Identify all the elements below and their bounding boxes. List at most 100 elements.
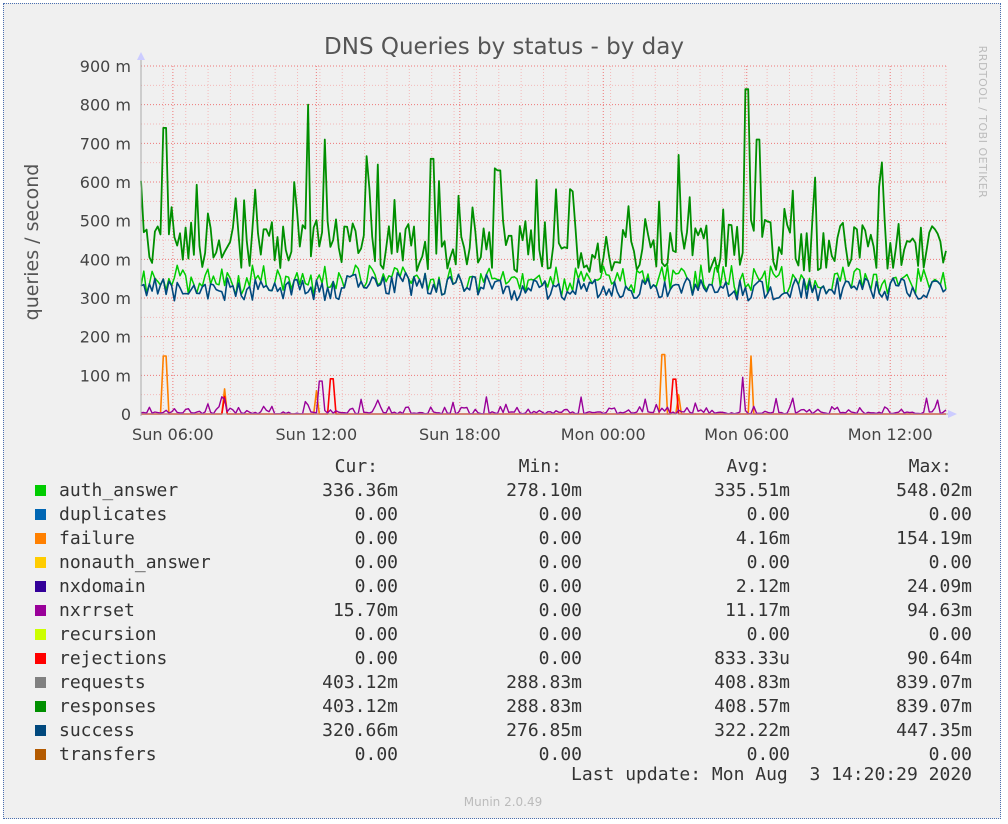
- legend-value: 15.70m: [333, 600, 398, 621]
- legend-value: 0.00: [929, 552, 972, 573]
- legend-value: 0.00: [539, 624, 582, 645]
- legend-series-name: nxrrset: [59, 600, 135, 621]
- legend-value: 0.00: [355, 744, 398, 765]
- legend-value: 0.00: [929, 624, 972, 645]
- legend-value: 0.00: [747, 552, 790, 573]
- legend-value: 839.07m: [896, 696, 972, 717]
- x-tick-label: Sun 12:00: [276, 425, 358, 444]
- legend-series-name: failure: [59, 528, 135, 549]
- legend-series-name: nonauth_answer: [59, 552, 211, 573]
- legend-value: 288.83m: [506, 672, 582, 693]
- legend-value: 154.19m: [896, 528, 972, 549]
- x-tick-label: Mon 12:00: [848, 425, 933, 444]
- legend-value: 0.00: [539, 576, 582, 597]
- munin-version-footer: Munin 2.0.49: [464, 795, 543, 809]
- y-axis-label: queries / second: [21, 164, 43, 321]
- series-line-responses: [140, 88, 947, 273]
- legend-swatch-nonauth_answer: [35, 557, 46, 568]
- legend-value: 335.51m: [714, 480, 790, 501]
- y-tick-label: 200 m: [80, 328, 131, 347]
- legend-swatch-responses: [35, 701, 46, 712]
- legend-value: 2.12m: [736, 576, 790, 597]
- legend-series-name: auth_answer: [59, 480, 178, 501]
- legend-value: 0.00: [539, 552, 582, 573]
- legend-value: 320.66m: [322, 720, 398, 741]
- legend-series-name: responses: [59, 696, 157, 717]
- legend-series-name: rejections: [59, 648, 167, 669]
- legend-value: 0.00: [539, 744, 582, 765]
- legend-value: 336.36m: [322, 480, 398, 501]
- legend-header: Max:: [909, 456, 952, 477]
- munin-graph-frame: DNS Queries by status - by day queries /…: [3, 3, 1001, 819]
- legend-series-name: requests: [59, 672, 146, 693]
- legend-value: 24.09m: [907, 576, 972, 597]
- x-axis-ticks: Sun 06:00 Sun 12:00 Sun 18:00 Mon 00:00 Mon …: [132, 425, 933, 444]
- x-tick-label: Mon 00:00: [561, 425, 646, 444]
- y-tick-label: 100 m: [80, 366, 131, 385]
- x-tick-label: Sun 18:00: [419, 425, 501, 444]
- legend-series-name: recursion: [59, 624, 157, 645]
- legend-value: 0.00: [929, 744, 972, 765]
- dns-queries-chart: DNS Queries by status - by day queries /…: [21, 34, 989, 809]
- y-tick-label: 0: [121, 405, 131, 424]
- legend-swatch-failure: [35, 533, 46, 544]
- legend-value: 0.00: [747, 504, 790, 525]
- legend-value: 322.22m: [714, 720, 790, 741]
- y-axis-arrow-icon: [137, 52, 145, 60]
- legend-swatch-rejections: [35, 653, 46, 664]
- legend-value: 0.00: [355, 648, 398, 669]
- y-tick-label: 400 m: [80, 250, 131, 269]
- legend-value: 548.02m: [896, 480, 972, 501]
- legend-value: 0.00: [539, 648, 582, 669]
- y-axis-ticks: 900 m 800 m 700 m 600 m 500 m 400 m 300 m 200 m…: [80, 57, 131, 424]
- chart-title: DNS Queries by status - by day: [324, 34, 684, 60]
- legend-value: 833.33u: [714, 648, 790, 669]
- x-axis-arrow-icon: [948, 410, 957, 418]
- legend-swatch-success: [35, 725, 46, 736]
- legend-value: 90.64m: [907, 648, 972, 669]
- legend-value: 276.85m: [506, 720, 582, 741]
- legend-value: 278.10m: [506, 480, 582, 501]
- legend-table: Cur: Min: Avg: Max: auth_answer 336.36m 278.10…: [35, 456, 972, 765]
- y-tick-label: 700 m: [80, 134, 131, 153]
- legend-value: 288.83m: [506, 696, 582, 717]
- legend-value: 839.07m: [896, 672, 972, 693]
- legend-series-name: duplicates: [59, 504, 167, 525]
- legend-series-name: transfers: [59, 744, 157, 765]
- legend-value: 0.00: [355, 528, 398, 549]
- legend-swatch-nxdomain: [35, 581, 46, 592]
- legend-value: 0.00: [539, 528, 582, 549]
- legend-value: 0.00: [929, 504, 972, 525]
- legend-value: 94.63m: [907, 600, 972, 621]
- legend-value: 408.57m: [714, 696, 790, 717]
- legend-value: 0.00: [747, 624, 790, 645]
- legend-swatch-auth_answer: [35, 485, 46, 496]
- plot-series: [140, 88, 947, 415]
- legend-swatch-duplicates: [35, 509, 46, 520]
- legend-swatch-recursion: [35, 629, 46, 640]
- y-tick-label: 900 m: [80, 57, 131, 76]
- legend-header: Avg:: [727, 456, 770, 477]
- y-tick-label: 600 m: [80, 173, 131, 192]
- y-tick-label: 500 m: [80, 212, 131, 231]
- plot-axes: [137, 52, 957, 418]
- legend-value: 0.00: [539, 504, 582, 525]
- legend-swatch-requests: [35, 677, 46, 688]
- legend-value: 0.00: [747, 744, 790, 765]
- last-update-text: Last update: Mon Aug 3 14:20:29 2020: [571, 764, 972, 785]
- legend-series-name: nxdomain: [59, 576, 146, 597]
- legend-value: 0.00: [355, 552, 398, 573]
- x-tick-label: Mon 06:00: [704, 425, 789, 444]
- legend-value: 0.00: [355, 504, 398, 525]
- y-tick-label: 800 m: [80, 96, 131, 115]
- legend-swatch-transfers: [35, 749, 46, 760]
- legend-value: 11.17m: [725, 600, 790, 621]
- legend-value: 403.12m: [322, 696, 398, 717]
- legend-value: 4.16m: [736, 528, 790, 549]
- legend-swatch-nxrrset: [35, 605, 46, 616]
- x-tick-label: Sun 06:00: [132, 425, 214, 444]
- legend-header: Min:: [519, 456, 562, 477]
- legend-value: 408.83m: [714, 672, 790, 693]
- legend-value: 0.00: [539, 600, 582, 621]
- legend-series-name: success: [59, 720, 135, 741]
